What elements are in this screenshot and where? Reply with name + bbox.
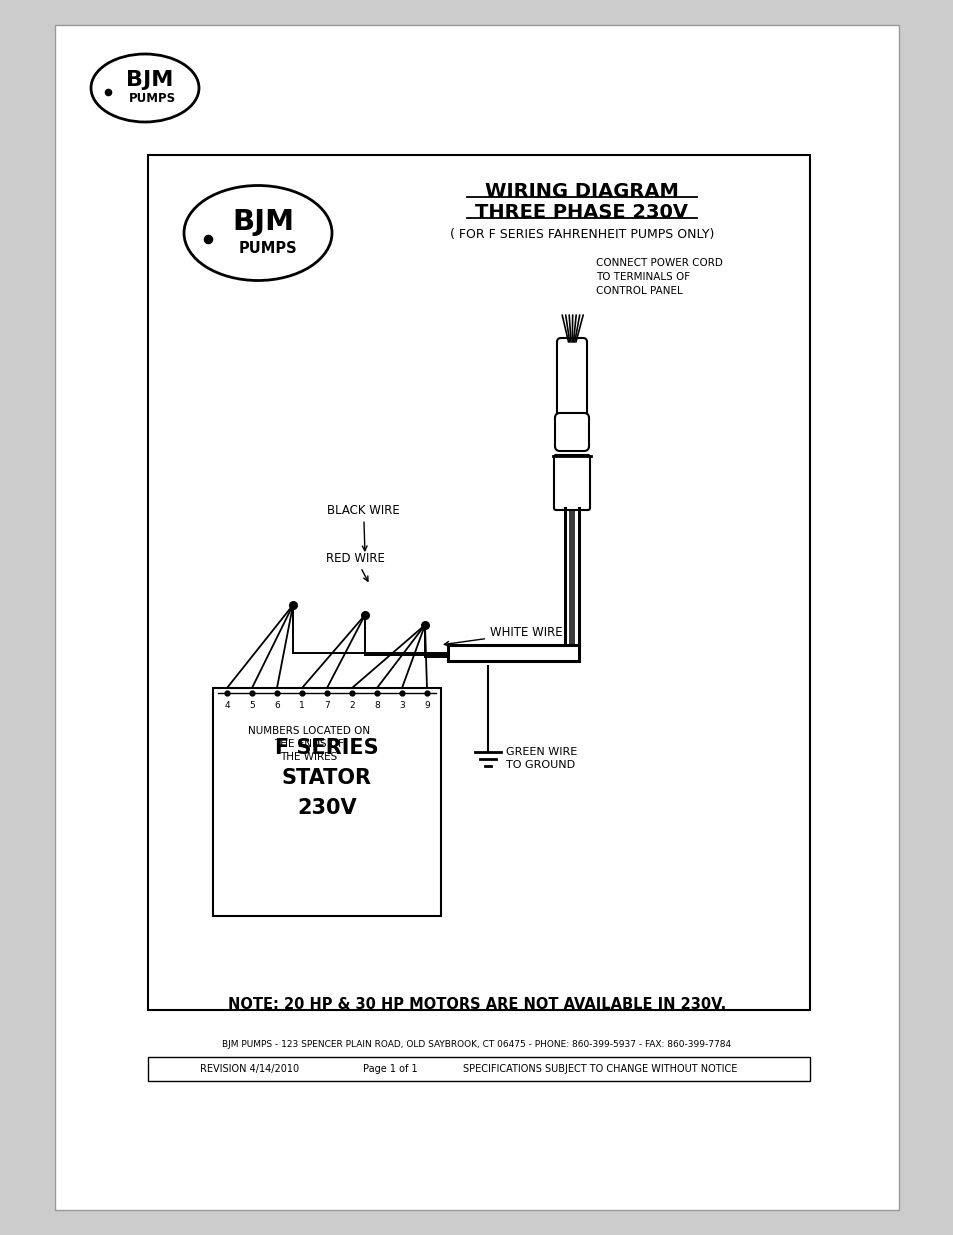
Text: BJM: BJM	[126, 70, 172, 90]
Text: PUMPS: PUMPS	[129, 93, 176, 105]
Text: 5: 5	[249, 701, 254, 710]
Text: STATOR: STATOR	[282, 768, 372, 788]
Text: NOTE: 20 HP & 30 HP MOTORS ARE NOT AVAILABLE IN 230V.: NOTE: 20 HP & 30 HP MOTORS ARE NOT AVAIL…	[228, 998, 725, 1013]
Text: REVISION 4/14/2010: REVISION 4/14/2010	[200, 1065, 299, 1074]
Text: BJM PUMPS - 123 SPENCER PLAIN ROAD, OLD SAYBROOK, CT 06475 - PHONE: 860-399-5937: BJM PUMPS - 123 SPENCER PLAIN ROAD, OLD …	[222, 1041, 731, 1050]
Text: WHITE WIRE: WHITE WIRE	[444, 626, 562, 646]
Text: RED WIRE: RED WIRE	[326, 552, 385, 582]
Text: PUMPS: PUMPS	[239, 241, 297, 256]
Text: 9: 9	[424, 701, 430, 710]
FancyBboxPatch shape	[555, 412, 588, 451]
Text: BLACK WIRE: BLACK WIRE	[327, 504, 399, 551]
Text: WIRING DIAGRAM: WIRING DIAGRAM	[484, 182, 679, 200]
Text: THREE PHASE 230V: THREE PHASE 230V	[475, 203, 688, 221]
Text: ( FOR F SERIES FAHRENHEIT PUMPS ONLY): ( FOR F SERIES FAHRENHEIT PUMPS ONLY)	[450, 227, 714, 241]
Text: BJM: BJM	[233, 207, 294, 236]
Text: 6: 6	[274, 701, 279, 710]
Ellipse shape	[91, 54, 199, 122]
Text: Page 1 of 1: Page 1 of 1	[362, 1065, 416, 1074]
FancyBboxPatch shape	[557, 338, 586, 417]
Bar	[148, 1057, 809, 1081]
Text: 1: 1	[299, 701, 305, 710]
Bar	[148, 156, 809, 1010]
Text: SPECIFICATIONS SUBJECT TO CHANGE WITHOUT NOTICE: SPECIFICATIONS SUBJECT TO CHANGE WITHOUT…	[462, 1065, 737, 1074]
FancyBboxPatch shape	[554, 454, 589, 510]
Text: 4: 4	[224, 701, 230, 710]
Text: 7: 7	[324, 701, 330, 710]
Bar	[55, 25, 898, 1210]
Text: 8: 8	[374, 701, 379, 710]
Bar	[213, 688, 440, 916]
Text: F SERIES: F SERIES	[274, 739, 378, 758]
Text: GREEN WIRE
TO GROUND: GREEN WIRE TO GROUND	[505, 747, 577, 771]
Text: 2: 2	[349, 701, 355, 710]
Text: CONNECT POWER CORD
TO TERMINALS OF
CONTROL PANEL: CONNECT POWER CORD TO TERMINALS OF CONTR…	[596, 258, 722, 296]
Text: NUMBERS LOCATED ON
THE ENDS OF
THE WIRES: NUMBERS LOCATED ON THE ENDS OF THE WIRES	[248, 726, 370, 762]
Text: 3: 3	[398, 701, 404, 710]
Ellipse shape	[184, 185, 332, 280]
Text: 230V: 230V	[297, 798, 356, 818]
